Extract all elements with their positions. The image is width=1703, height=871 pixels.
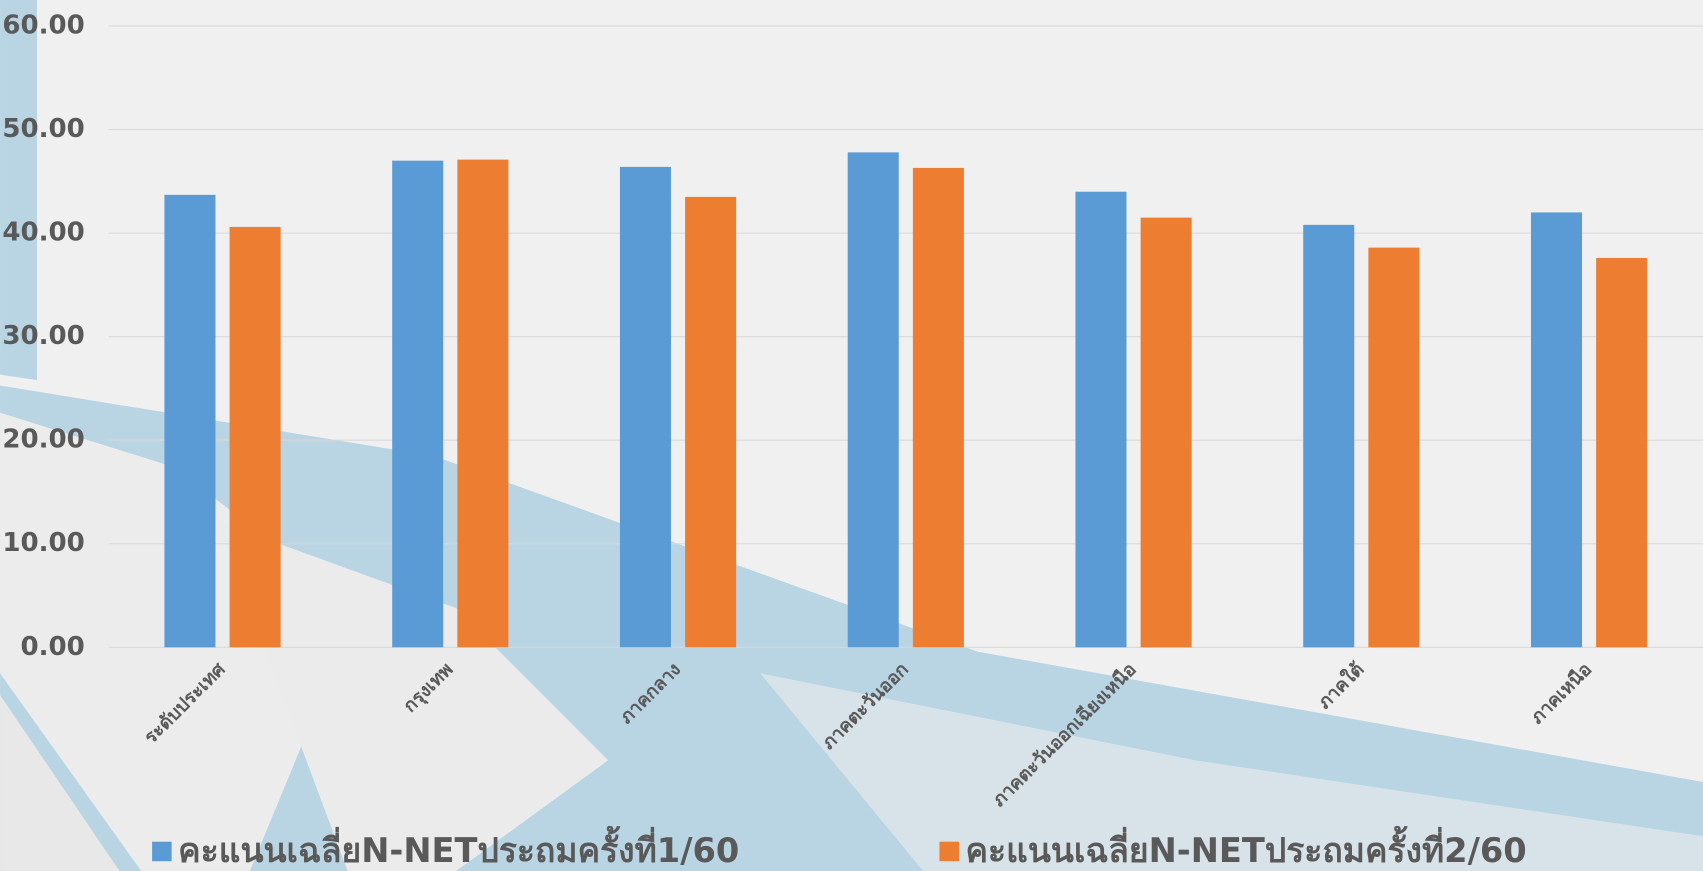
y-tick-label: 10.00 <box>2 528 84 558</box>
bar <box>1140 217 1192 648</box>
legend-label: คะแนนเฉลี่ยN-NETประถมครั้งที่2/60 <box>966 825 1527 870</box>
bar <box>392 160 444 648</box>
bar <box>1530 212 1583 648</box>
bar <box>164 194 216 648</box>
y-tick-label: 50.00 <box>2 114 84 144</box>
bar <box>685 196 737 648</box>
y-tick-label: 30.00 <box>2 321 84 351</box>
bar <box>1368 247 1420 648</box>
y-tick-label: 40.00 <box>2 218 84 248</box>
bar <box>457 159 509 648</box>
bar <box>912 167 964 648</box>
bar <box>229 226 281 648</box>
legend-swatch <box>939 841 960 862</box>
y-tick-label: 0.00 <box>20 632 84 662</box>
bar <box>1303 224 1355 648</box>
legend-swatch <box>152 841 172 862</box>
y-tick-label: 60.00 <box>2 11 84 41</box>
bar <box>847 152 899 648</box>
bar <box>1075 191 1127 648</box>
y-tick-label: 20.00 <box>2 425 84 455</box>
bar <box>619 166 671 648</box>
legend-label: คะแนนเฉลี่ยN-NETประถมครั้งที่1/60 <box>178 825 739 870</box>
bar <box>1596 257 1648 648</box>
